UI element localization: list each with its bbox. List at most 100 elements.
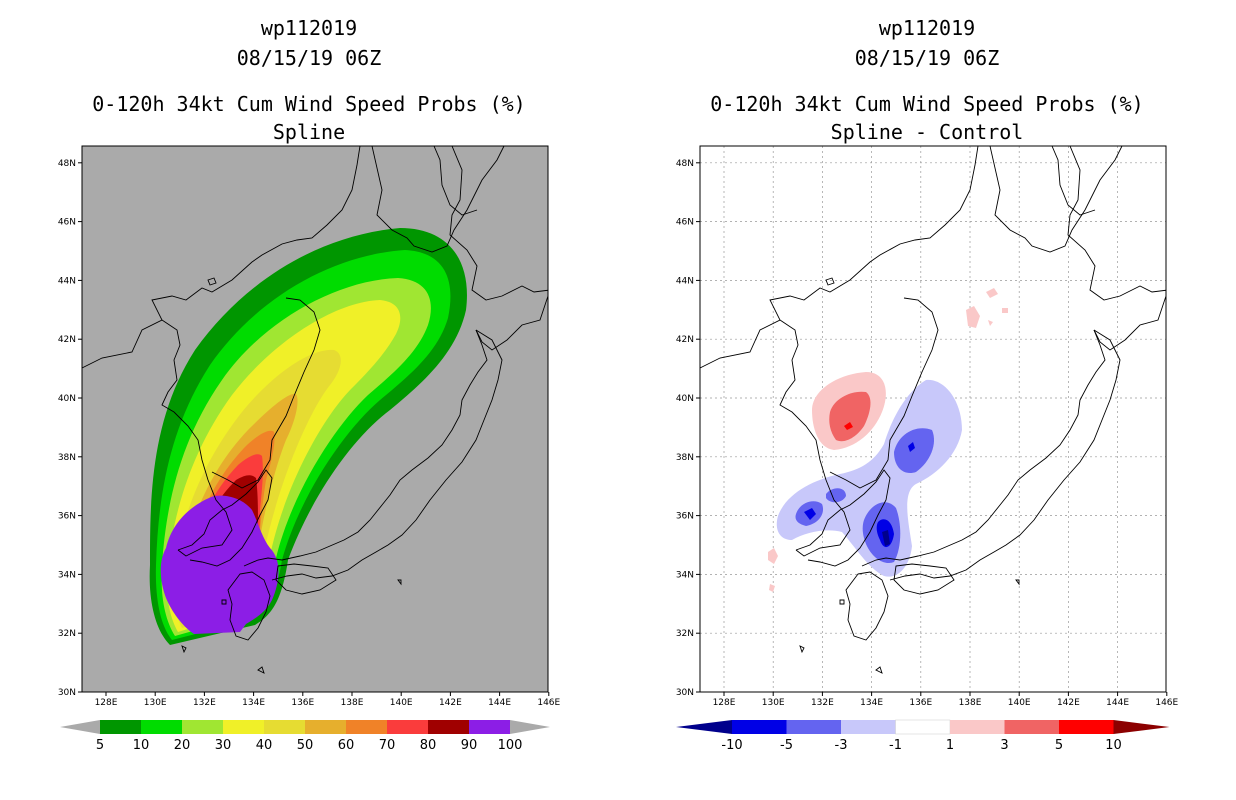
left-colorbar-label: 90: [461, 738, 478, 753]
left-colorbar-label: 40: [256, 738, 273, 753]
right-colorbar-box: [841, 720, 896, 734]
right-colorbar-box: [895, 719, 951, 735]
right-lat-label: 36N: [676, 512, 694, 522]
right-diff-negative-5-a: [804, 508, 816, 520]
left-lon-label: 140E: [390, 698, 413, 708]
right-lat-label: 40N: [676, 394, 694, 404]
left-colorbar-box: [346, 720, 387, 734]
right-lat-label: 32N: [676, 629, 694, 639]
right-lat-label: 46N: [676, 218, 694, 228]
left-colorbar-label: 100: [498, 738, 523, 753]
left-datetime: 08/15/19 06Z: [236, 46, 382, 70]
right-datetime: 08/15/19 06Z: [854, 46, 1000, 70]
right-diff-positive-blob-a: [966, 306, 980, 328]
left-colorbar-label: 5: [96, 738, 104, 753]
left-product-title: 0-120h 34kt Cum Wind Speed Probs (%): [92, 92, 526, 116]
left-lon-label: 146E: [537, 698, 560, 708]
right-product-title: 0-120h 34kt Cum Wind Speed Probs (%): [710, 92, 1144, 116]
left-lon-label: 130E: [144, 698, 167, 708]
right-lat-label: 48N: [676, 159, 694, 169]
left-colorbar-box: [264, 720, 305, 734]
right-lat-label: 30N: [676, 688, 694, 698]
right-colorbar-high-arrow: [1113, 720, 1170, 734]
right-storm-id: wp112019: [878, 16, 976, 40]
left-colorbar-label: 50: [297, 738, 314, 753]
left-lon-label: 134E: [242, 698, 265, 708]
right-lon-label: 146E: [1155, 698, 1178, 708]
left-colorbar-label: 30: [215, 738, 232, 753]
right-colorbar-label: 10: [1105, 738, 1122, 753]
right-colorbar-box: [1059, 720, 1114, 734]
left-lat-label: 38N: [58, 453, 76, 463]
left-lon-label: 136E: [291, 698, 314, 708]
left-colorbar-box: [305, 720, 346, 734]
right-colorbar-box: [732, 720, 787, 734]
left-colorbar-box: [182, 720, 223, 734]
left-colorbar-label: 70: [379, 738, 396, 753]
right-lon-label: 138E: [959, 698, 982, 708]
right-colorbar-label: 3: [1000, 738, 1008, 753]
left-lon-label: 128E: [95, 698, 118, 708]
left-storm-id: wp112019: [260, 16, 358, 40]
left-lat-label: 40N: [58, 394, 76, 404]
right-lat-label: 38N: [676, 453, 694, 463]
left-axes: 30N 32N 34N 36N 38N 40N 42N 44N 46N 48N 128E 130E 13…: [58, 159, 561, 708]
left-colorbar-label: 60: [338, 738, 355, 753]
right-diff-positive-3: [829, 391, 871, 442]
right-colorbar: -10 -5 -3 -1 1 3 5 10: [676, 719, 1170, 753]
right-diff-positive-5: [844, 422, 853, 430]
right-colorbar-label: 5: [1055, 738, 1063, 753]
left-lat-label: 36N: [58, 512, 76, 522]
right-colorbar-box: [950, 720, 1005, 734]
left-lat-label: 42N: [58, 335, 76, 345]
right-lon-label: 134E: [860, 698, 883, 708]
right-lon-label: 132E: [811, 698, 834, 708]
right-colorbar-label: -5: [780, 738, 793, 753]
left-colorbar-label: 10: [133, 738, 150, 753]
left-lat-label: 32N: [58, 629, 76, 639]
right-gridlines: [700, 146, 1166, 692]
left-lon-label: 138E: [341, 698, 364, 708]
left-method-title: Spline: [272, 120, 346, 144]
right-lat-label: 42N: [676, 335, 694, 345]
left-colorbar-box: [469, 720, 510, 734]
right-lon-label: 130E: [762, 698, 785, 708]
right-colorbar-label: -1: [889, 738, 902, 753]
left-colorbar: 5 10 20 30 40 50 60 70 80 90 100: [60, 720, 550, 753]
right-diff-negative-3-c: [894, 428, 935, 474]
left-colorbar-box: [141, 720, 182, 734]
right-lat-label: 44N: [676, 276, 694, 286]
left-lat-label: 48N: [58, 159, 76, 169]
right-axes: 30N 32N 34N 36N 38N 40N 42N 44N 46N 48N 128E 130E 13…: [676, 159, 1179, 708]
right-diff-negative-10: [882, 530, 890, 546]
left-colorbar-box: [387, 720, 428, 734]
left-lat-label: 44N: [58, 276, 76, 286]
right-method-title: Spline - Control: [830, 120, 1024, 144]
right-lon-label: 144E: [1106, 698, 1129, 708]
left-colorbar-label: 80: [420, 738, 437, 753]
right-map-panel: 30N 32N 34N 36N 38N 40N 42N 44N 46N 48N 128E 130E 13…: [676, 145, 1179, 708]
left-lat-label: 34N: [58, 570, 76, 580]
right-diff-negative-1: [776, 379, 962, 577]
right-lon-label: 136E: [909, 698, 932, 708]
right-colorbar-label: -3: [835, 738, 848, 753]
right-lon-label: 128E: [713, 698, 736, 708]
right-lon-label: 142E: [1057, 698, 1080, 708]
right-lat-label: 34N: [676, 570, 694, 580]
left-lon-label: 142E: [439, 698, 462, 708]
left-colorbar-label: 20: [174, 738, 191, 753]
left-lat-label: 30N: [58, 688, 76, 698]
left-colorbar-box: [428, 720, 469, 734]
right-diff-positive-blob-c: [768, 548, 778, 592]
left-lon-label: 132E: [193, 698, 216, 708]
right-colorbar-box: [786, 720, 841, 734]
left-colorbar-high-arrow: [510, 720, 550, 734]
left-colorbar-low-arrow: [60, 720, 100, 734]
right-diff-positive-blob-b: [986, 288, 1008, 326]
right-colorbar-low-arrow: [676, 720, 732, 734]
left-colorbar-box: [223, 720, 264, 734]
right-colorbar-label: -10: [721, 738, 742, 753]
right-colorbar-label: 1: [946, 738, 954, 753]
left-map-panel: 30N 32N 34N 36N 38N 40N 42N 44N 46N 48N 128E 130E 13…: [58, 145, 561, 708]
